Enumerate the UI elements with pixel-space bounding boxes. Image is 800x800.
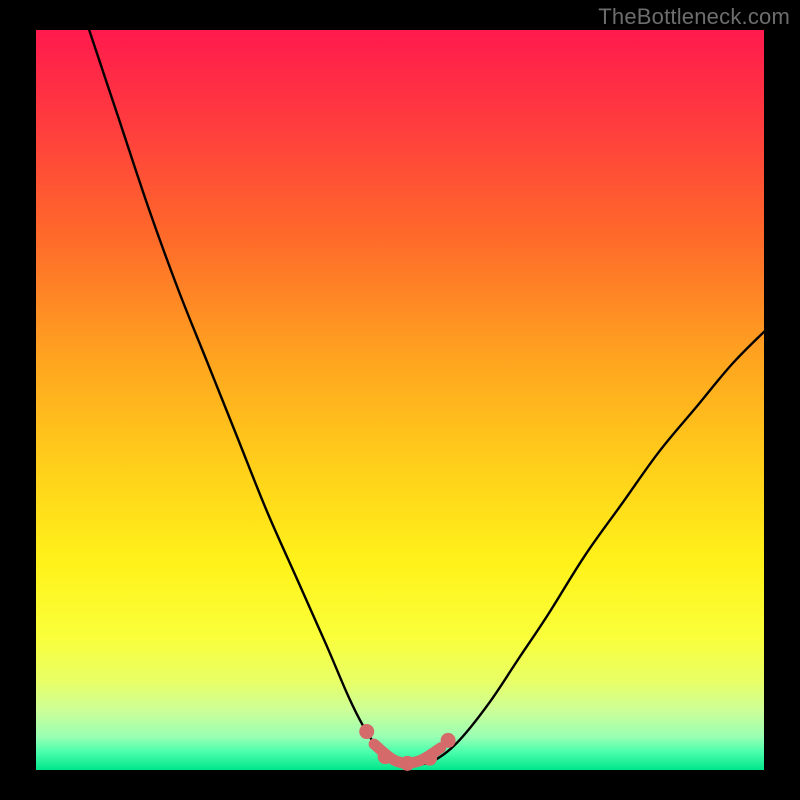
chart-stage: TheBottleneck.com: [0, 0, 800, 800]
plot-border: [30, 30, 770, 770]
